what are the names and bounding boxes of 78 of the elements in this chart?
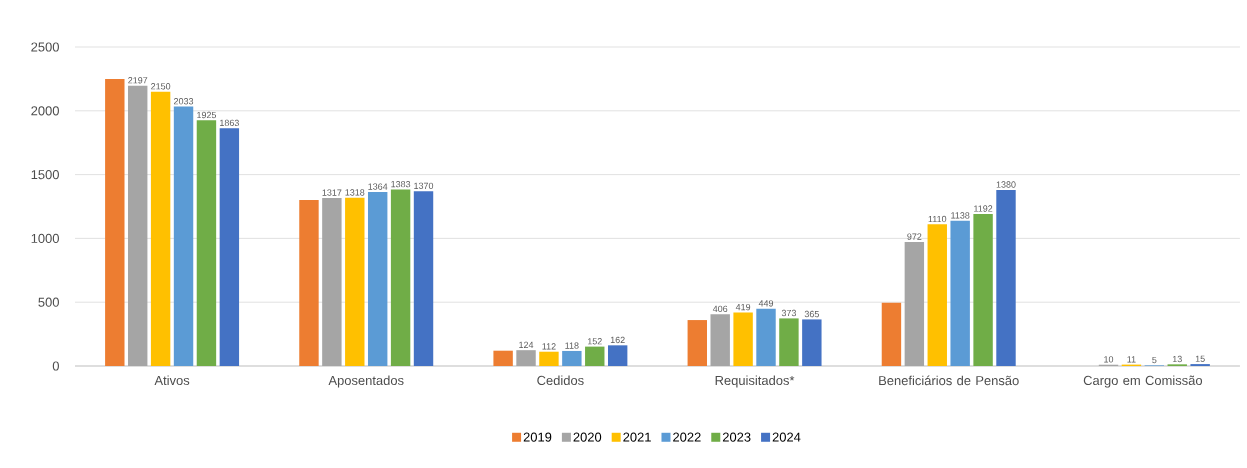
data-label: 13 [1172, 355, 1182, 363]
data-label: 124 [519, 341, 534, 348]
data-label: 10 [1104, 356, 1114, 363]
bar [607, 345, 628, 366]
data-label: 118 [565, 342, 579, 349]
bar [173, 106, 194, 366]
bar [973, 213, 993, 366]
bar [687, 320, 707, 366]
data-label: 5 [1152, 356, 1157, 364]
data-label: 406 [712, 305, 728, 312]
data-label: 1370 [414, 182, 434, 189]
x-tick-label: Ativos [154, 375, 190, 386]
data-label: 2197 [128, 77, 148, 84]
data-label: 1380 [996, 181, 1016, 188]
legend-label: 2021 [623, 432, 651, 442]
bar [128, 85, 148, 366]
bar [539, 351, 559, 366]
bar [493, 350, 513, 366]
bar [585, 346, 605, 366]
legend-label: 2019 [523, 432, 552, 442]
y-tick-label: 2500 [31, 42, 59, 52]
legend-label: 2024 [772, 432, 801, 442]
x-tick-label: Aposentados [328, 375, 404, 388]
bar [881, 302, 902, 366]
bar [710, 314, 730, 366]
y-tick-label: 2000 [31, 106, 59, 116]
data-label: 419 [735, 303, 751, 311]
data-label: 1192 [974, 205, 993, 212]
data-label: 972 [907, 233, 922, 240]
data-label: 1110 [928, 215, 947, 223]
x-tick-label: Beneficiários de Pensão [879, 375, 1019, 386]
bar [105, 78, 125, 366]
data-label: 15 [1195, 355, 1205, 362]
bar [950, 220, 970, 366]
bar [322, 197, 342, 366]
data-label: 112 [542, 343, 556, 350]
data-label: 1317 [322, 189, 342, 196]
data-label: 162 [610, 336, 625, 344]
bar [927, 224, 947, 366]
bar [733, 312, 753, 366]
data-label: 2033 [174, 98, 194, 105]
data-label: 1364 [368, 183, 388, 190]
bar [367, 191, 388, 366]
data-label: 1383 [391, 180, 411, 188]
bar [299, 200, 319, 366]
bar [756, 308, 776, 366]
legend-label: 2020 [573, 432, 602, 442]
legend-label: 2023 [722, 432, 751, 442]
y-tick-label: 1000 [31, 233, 59, 243]
bar [196, 120, 217, 366]
legend-label: 2022 [673, 432, 701, 442]
bar [345, 197, 365, 366]
bar [390, 189, 411, 366]
data-label: 449 [758, 300, 774, 307]
x-tick-label: Cargo em Comissão [1083, 375, 1203, 388]
bar [562, 350, 582, 366]
x-tick-label: Cedidos [537, 375, 584, 386]
bar [904, 241, 925, 366]
data-label: 365 [804, 310, 819, 318]
y-tick-label: 500 [38, 297, 59, 307]
data-label: 1138 [951, 212, 970, 219]
data-label: 1318 [345, 189, 365, 196]
bar [150, 91, 171, 366]
data-label: 1925 [197, 111, 217, 119]
bar [413, 191, 434, 366]
data-label: 11 [1127, 356, 1136, 363]
data-label: 2150 [151, 83, 171, 90]
bar [219, 128, 240, 366]
data-label: 1863 [220, 119, 239, 127]
data-label: 152 [587, 338, 602, 345]
bar [802, 319, 822, 366]
y-tick-label: 0 [52, 361, 59, 371]
bar [779, 318, 799, 366]
bar [996, 189, 1016, 366]
bar [516, 350, 536, 366]
data-label: 373 [781, 309, 797, 317]
x-tick-label: Requisitados* [715, 375, 795, 388]
y-tick-label: 1500 [31, 170, 59, 180]
